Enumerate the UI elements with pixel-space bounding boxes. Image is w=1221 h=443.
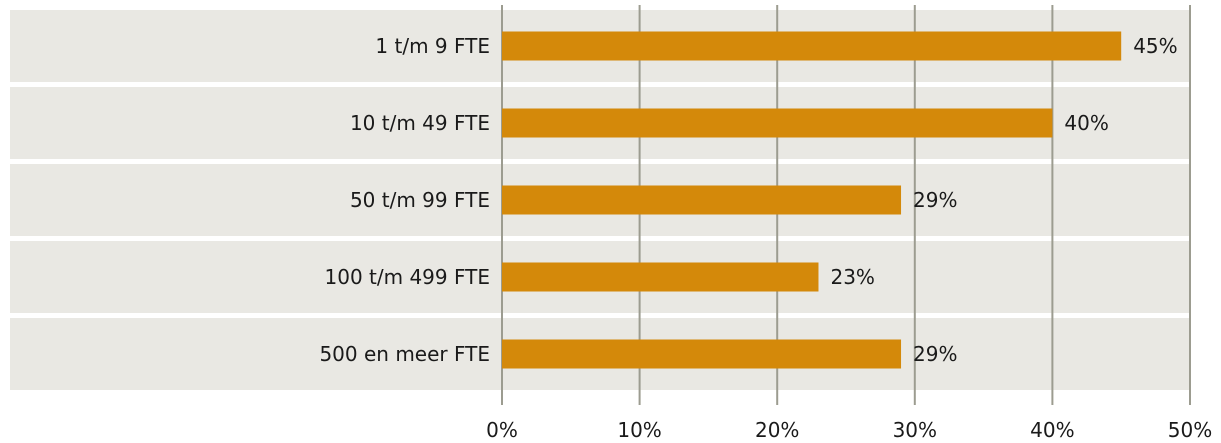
bar bbox=[502, 339, 902, 369]
x-tick-label: 50% bbox=[1168, 418, 1212, 442]
value-label: 29% bbox=[913, 342, 957, 366]
bar bbox=[502, 31, 1122, 61]
category-labels: 1 t/m 9 FTE 10 t/m 49 FTE 50 t/m 99 FTE 100… bbox=[319, 34, 490, 366]
x-tick-label: 0% bbox=[486, 418, 518, 442]
x-axis-ticks: 0% 10% 20% 30% 40% 50% bbox=[486, 418, 1212, 442]
x-tick-label: 10% bbox=[617, 418, 661, 442]
value-label: 40% bbox=[1064, 111, 1108, 135]
category-label: 50 t/m 99 FTE bbox=[350, 188, 490, 212]
bars bbox=[502, 31, 1122, 369]
category-label: 1 t/m 9 FTE bbox=[375, 34, 490, 58]
category-label: 10 t/m 49 FTE bbox=[350, 111, 490, 135]
value-labels: 45% 40% 29% 23% 29% bbox=[830, 34, 1177, 366]
bar bbox=[502, 185, 902, 215]
value-label: 23% bbox=[830, 265, 874, 289]
bar bbox=[502, 108, 1053, 138]
x-tick-label: 30% bbox=[893, 418, 937, 442]
category-label: 500 en meer FTE bbox=[319, 342, 490, 366]
category-label: 100 t/m 499 FTE bbox=[325, 265, 491, 289]
x-tick-label: 40% bbox=[1030, 418, 1074, 442]
value-label: 45% bbox=[1133, 34, 1177, 58]
bar bbox=[502, 262, 819, 292]
value-label: 29% bbox=[913, 188, 957, 212]
x-tick-label: 20% bbox=[755, 418, 799, 442]
